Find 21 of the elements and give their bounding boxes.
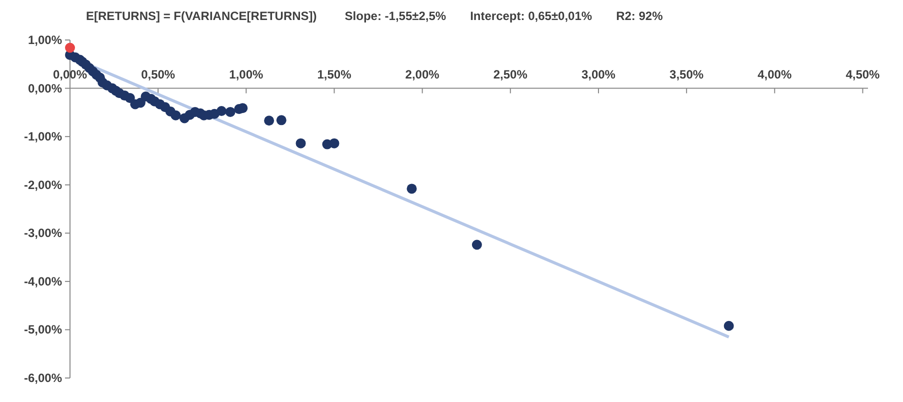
y-tick-label: -4,00%	[24, 274, 62, 288]
y-tick-label: -2,00%	[24, 178, 62, 192]
text: Slope: -1,55±2,5%	[344, 9, 446, 23]
y-tick-label: 1,00%	[28, 33, 62, 47]
x-tick-label: 3,00%	[581, 67, 616, 82]
x-tick-label: 2,50%	[493, 67, 528, 82]
x-tick-label: 0,50%	[141, 67, 176, 82]
y-tick-label: -5,00%	[24, 322, 62, 337]
x-tick-label: 3,50%	[670, 67, 704, 82]
x-tick-label: 2,00%	[405, 67, 440, 82]
y-tick-label: -3,00%	[24, 226, 62, 240]
x-tick-label: 1,00%	[229, 67, 264, 82]
chart-title: E[RETURNS] = F(VARIANCE[RETURNS])	[86, 9, 317, 23]
text: R2: 92%	[616, 9, 664, 23]
x-tick-label: 4,50%	[846, 67, 880, 82]
y-tick-label: -1,00%	[24, 130, 62, 144]
text: Intercept: 0,65±0,01%	[470, 9, 592, 23]
y-tick-label: 0,00%	[28, 81, 62, 96]
x-tick-label: 1,50%	[317, 67, 352, 82]
y-tick-label: -6,00%	[24, 371, 62, 385]
x-tick-label: 4,00%	[758, 67, 792, 82]
